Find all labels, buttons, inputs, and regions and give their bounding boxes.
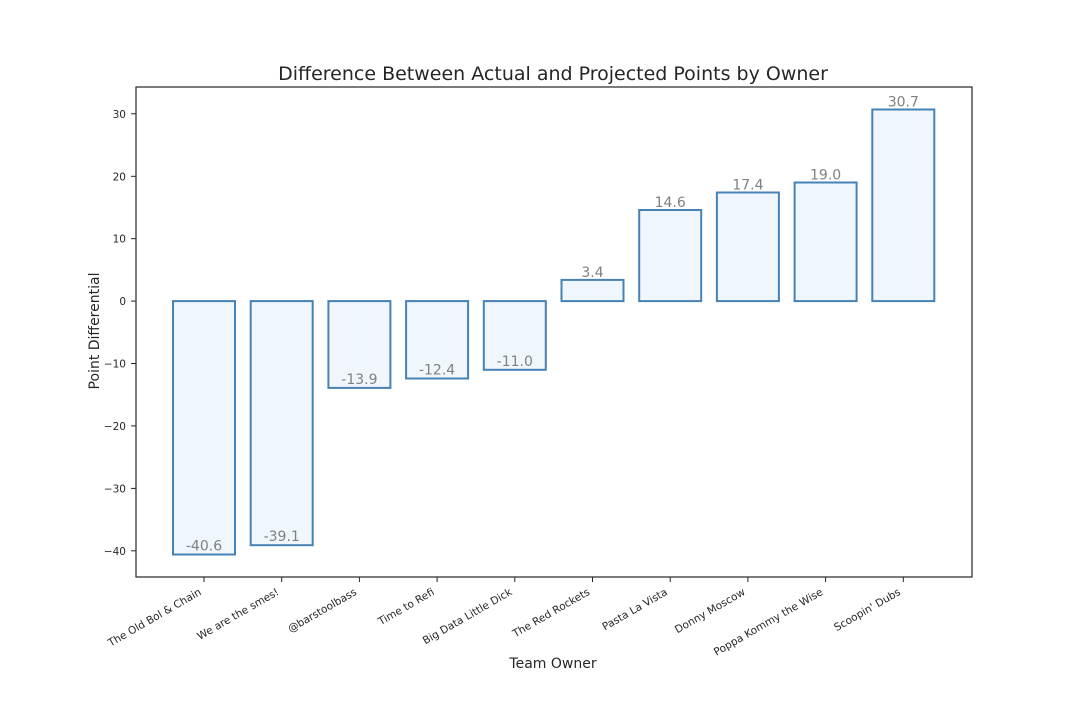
bar-5 [560,278,625,303]
y-tick-label: −20 [104,421,126,433]
bar-value-label: 17.4 [732,178,763,194]
x-tick-label: The Red Rockets [510,586,592,640]
x-tick-label: Scoopin' Dubs [832,586,903,634]
y-tick-label: 30 [113,109,126,121]
bar-value-label: 14.6 [655,195,686,211]
y-tick-label: 20 [113,171,126,183]
bars-group: -40.6 -39.1 -13.9 -12.4 -11.0 3.4 14.6 17.4 19.0… [172,95,936,556]
bar-value-label: -39.1 [264,529,300,545]
x-axis-label: Team Owner [508,656,596,672]
bar-7 [715,191,780,303]
plot-frame [135,86,973,578]
x-tick-label: We are the smes! [195,586,281,643]
y-tick-label: 10 [113,234,126,246]
bar-6 [638,209,703,303]
x-tick-label: Donny Moscow [673,586,748,636]
bar-value-label: 30.7 [888,95,919,111]
bar-value-label: -12.4 [419,363,455,379]
bar-value-label: -13.9 [341,372,377,388]
x-tick-label: Pasta La Vista [600,586,669,633]
y-ticks-group: −40 −30 −20 −10 0 10 20 30 [104,109,136,558]
y-tick-label: 0 [119,296,126,308]
bar-3 [405,300,470,380]
y-tick-label: −10 [104,359,126,371]
chart-title: Difference Between Actual and Projected … [278,63,828,85]
y-tick-label: −40 [104,546,126,558]
bar-value-label: -11.0 [497,354,533,370]
x-tick-label: The Old Bol & Chain [105,586,203,650]
bar-4 [482,300,547,371]
bar-0 [172,300,236,556]
bar-value-label: 3.4 [581,265,603,281]
y-tick-label: −30 [104,483,126,495]
bar-9 [871,108,936,303]
x-tick-label: Time to Refi [375,586,436,628]
bar-1 [249,300,314,547]
bar-value-label: 19.0 [810,168,841,184]
x-tick-label: @barstoolbass [286,586,359,635]
y-axis-label: Point Differential [87,273,103,390]
bar-2 [327,300,392,389]
bar-value-label: -40.6 [186,539,222,555]
bar-8 [793,181,858,303]
